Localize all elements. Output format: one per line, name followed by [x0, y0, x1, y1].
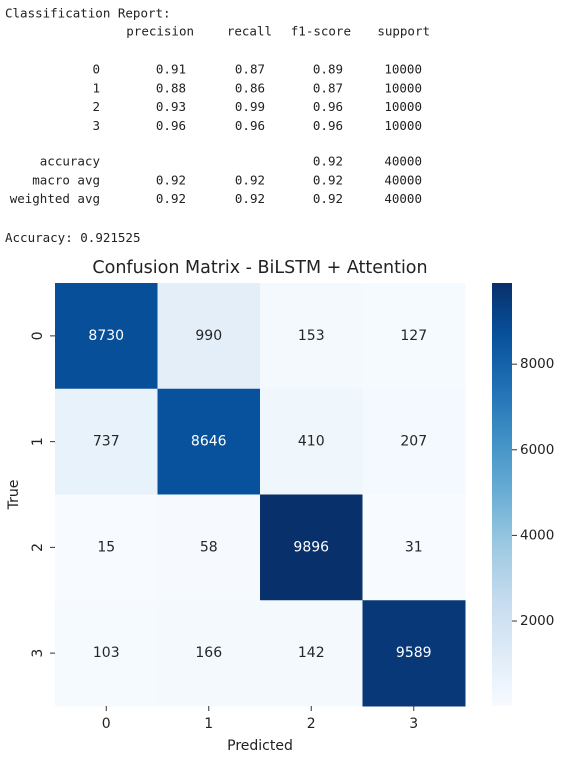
- x-tick-label: 0: [102, 716, 111, 732]
- report-cell: 0.96: [313, 99, 343, 114]
- cell-label: 127: [400, 328, 427, 344]
- cell-label: 15: [97, 539, 115, 555]
- colorbar-tick-label: 4000: [520, 527, 554, 543]
- cell-label: 9589: [396, 645, 432, 661]
- colorbar: [492, 283, 512, 706]
- x-tick-label: 2: [307, 716, 316, 732]
- report-cell: 10000: [384, 62, 422, 77]
- report-cell: 10000: [384, 80, 422, 95]
- report-cell: 0.93: [156, 99, 186, 114]
- report-cell: 0.91: [156, 62, 186, 77]
- report-cell: 0.92: [235, 172, 265, 187]
- report-cell: 0.86: [235, 80, 265, 95]
- heatmap-cell: [260, 283, 363, 390]
- report-row-label: weighted avg: [10, 191, 100, 206]
- report-row-label: 2: [92, 99, 100, 114]
- heatmap-cell: [362, 494, 466, 601]
- cell-label: 8646: [191, 434, 227, 450]
- report-column-header: f1-score: [291, 24, 351, 39]
- x-axis-label: Predicted: [227, 738, 293, 754]
- heatmap-cell: [157, 388, 261, 495]
- colorbar-tick-label: 2000: [520, 613, 554, 629]
- report-cell: 0.96: [313, 118, 343, 133]
- cell-label: 737: [93, 434, 120, 450]
- chart-title: Confusion Matrix - BiLSTM + Attention: [92, 258, 427, 278]
- cell-label: 153: [298, 328, 325, 344]
- report-cell: 0.92: [235, 191, 265, 206]
- report-title: Classification Report:: [5, 6, 171, 21]
- heatmap-cell: [55, 388, 158, 495]
- report-row-label: 3: [92, 118, 100, 133]
- report-cell: 0.92: [156, 172, 186, 187]
- heatmap-cell: [260, 388, 363, 495]
- report-cell: 0.96: [156, 118, 186, 133]
- x-tick-label: 3: [409, 716, 418, 732]
- report-cell: 0.99: [235, 99, 265, 114]
- report-cell: 10000: [384, 99, 422, 114]
- report-cell: 0.87: [235, 62, 265, 77]
- cell-label: 103: [93, 645, 120, 661]
- heatmap-cell: [362, 600, 466, 707]
- report-cell: 0.89: [313, 62, 343, 77]
- heatmap-cell: [55, 494, 158, 601]
- report-row-label: 1: [92, 80, 100, 95]
- cell-label: 207: [400, 434, 427, 450]
- heatmap-cell: [55, 283, 158, 390]
- report-row-label: accuracy: [40, 154, 101, 169]
- y-tick-label: 2: [30, 543, 46, 552]
- report-cell: 40000: [384, 191, 422, 206]
- accuracy-line: Accuracy: 0.921525: [5, 230, 140, 245]
- report-column-header: recall: [227, 24, 272, 39]
- accuracy-label: Accuracy:: [5, 230, 73, 245]
- cell-label: 166: [195, 645, 222, 661]
- report-row-label: macro avg: [32, 172, 100, 187]
- report-column-header: support: [377, 24, 430, 39]
- heatmap-cell: [260, 494, 363, 601]
- report-cell: 0.87: [313, 80, 343, 95]
- heatmap-cell: [157, 283, 261, 390]
- report-cell: 0.96: [235, 118, 265, 133]
- cell-label: 58: [200, 539, 218, 555]
- report-cell: 0.92: [313, 191, 343, 206]
- heatmap-cell: [157, 600, 261, 707]
- cell-label: 410: [298, 434, 325, 450]
- report-cell: 40000: [384, 154, 422, 169]
- report-cell: 0.88: [156, 80, 186, 95]
- y-tick-label: 3: [30, 649, 46, 658]
- heatmap-cell: [260, 600, 363, 707]
- y-tick-label: 0: [30, 331, 46, 340]
- report-cell: 10000: [384, 118, 422, 133]
- report-cell: 0.92: [156, 191, 186, 206]
- cell-label: 8730: [88, 328, 124, 344]
- heatmap-cell: [157, 494, 261, 601]
- report-cell: 0.92: [313, 172, 343, 187]
- x-tick-label: 1: [204, 716, 213, 732]
- report-column-header: precision: [126, 24, 194, 39]
- report-cell: 40000: [384, 172, 422, 187]
- y-axis-label: True: [6, 480, 22, 511]
- cell-label: 9896: [293, 539, 329, 555]
- report-row-label: 0: [92, 62, 100, 77]
- colorbar-tick-label: 6000: [520, 442, 554, 458]
- report-cell: 0.92: [313, 154, 343, 169]
- cell-label: 31: [405, 539, 423, 555]
- heatmap-cell: [362, 283, 466, 390]
- heatmap-cell: [55, 600, 158, 707]
- accuracy-value: 0.921525: [80, 230, 140, 245]
- colorbar-tick-label: 8000: [520, 356, 554, 372]
- heatmap-cell: [362, 388, 466, 495]
- cell-label: 142: [298, 645, 325, 661]
- y-tick-label: 1: [30, 437, 46, 446]
- cell-label: 990: [195, 328, 222, 344]
